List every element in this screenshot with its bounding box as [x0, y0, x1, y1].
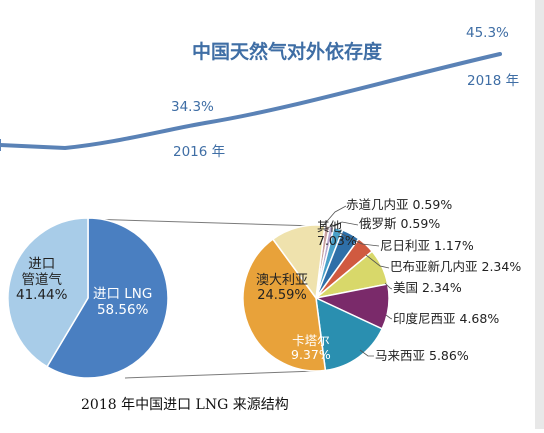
- malaysia-value: 5.86%: [429, 348, 469, 363]
- page-edge: [535, 0, 544, 429]
- indonesia-value: 4.68%: [459, 311, 500, 326]
- right-pie-slice: [271, 224, 326, 300]
- qatar-value: 9.37%: [291, 347, 331, 363]
- nigeria-value: 1.17%: [434, 238, 474, 253]
- right-pie: [242, 224, 390, 372]
- malaysia-name: 马来西亚: [375, 348, 426, 363]
- other-name: 其他: [317, 219, 343, 234]
- other-label: 其他 7.03%: [317, 219, 357, 249]
- usa-name: 美国: [393, 280, 419, 295]
- left-pie-slice: [7, 217, 89, 368]
- malaysia-label: 马来西亚 5.86%: [375, 348, 469, 363]
- nigeria-label: 尼日利亚 1.17%: [380, 238, 474, 253]
- leader-line: [326, 221, 359, 229]
- leader-lines: [321, 205, 393, 357]
- pie-caption: 2018 年中国进口 LNG 来源结构: [81, 397, 289, 413]
- value-2016: 34.3%: [171, 99, 214, 115]
- australia-label: 澳大利亚 24.59%: [256, 273, 309, 304]
- equatorial-guinea-name: 赤道几内亚: [346, 197, 409, 212]
- png-name: 巴布亚新几内亚: [390, 259, 478, 274]
- pipeline-label-line2: 管道气: [21, 271, 62, 288]
- other-value: 7.03%: [317, 233, 357, 249]
- equatorial-guinea-value: 0.59%: [412, 197, 453, 212]
- lng-value: 58.56%: [96, 301, 149, 318]
- right-pie-slice: [315, 296, 384, 372]
- year-2018: 2018 年: [467, 73, 520, 89]
- russia-value: 0.59%: [400, 216, 441, 231]
- australia-value: 24.59%: [257, 287, 307, 303]
- russia-name: 俄罗斯: [359, 216, 397, 231]
- right-pie-slice: [242, 238, 327, 372]
- png-value: 2.34%: [481, 259, 522, 274]
- line-chart-title: 中国天然气对外依存度: [192, 41, 383, 63]
- leader-line: [359, 349, 374, 357]
- indonesia-label: 印度尼西亚 4.68%: [393, 311, 500, 326]
- pipeline-label: 进口 管道气 41.44%: [16, 256, 68, 304]
- year-2016: 2016 年: [173, 144, 226, 160]
- connector-top: [87, 218, 317, 227]
- connector-bottom: [124, 370, 317, 379]
- leader-line: [321, 205, 347, 228]
- lng-label: 进口 LNG 58.56%: [93, 286, 153, 318]
- png-label: 巴布亚新几内亚 2.34%: [390, 259, 522, 274]
- pipeline-value: 41.44%: [16, 287, 68, 304]
- leader-line: [384, 282, 393, 290]
- nigeria-name: 尼日利亚: [380, 238, 431, 253]
- left-pie: [7, 217, 169, 379]
- qatar-name: 卡塔尔: [292, 333, 330, 348]
- indonesia-name: 印度尼西亚: [393, 311, 456, 326]
- pipeline-label-line1: 进口: [28, 256, 56, 272]
- equatorial-guinea-label: 赤道几内亚 0.59%: [346, 197, 453, 212]
- dependency-line: [0, 52, 502, 151]
- leader-line: [365, 254, 390, 269]
- russia-label: 俄罗斯 0.59%: [359, 216, 441, 231]
- leader-line: [385, 314, 393, 320]
- usa-label: 美国 2.34%: [393, 280, 462, 295]
- leader-line: [337, 231, 380, 247]
- value-2018: 45.3%: [466, 25, 509, 41]
- qatar-label: 卡塔尔 9.37%: [291, 333, 331, 363]
- usa-value: 2.34%: [422, 280, 462, 295]
- left-pie-slice: [45, 217, 169, 379]
- australia-name: 澳大利亚: [256, 273, 309, 288]
- lng-name: 进口 LNG: [93, 286, 153, 302]
